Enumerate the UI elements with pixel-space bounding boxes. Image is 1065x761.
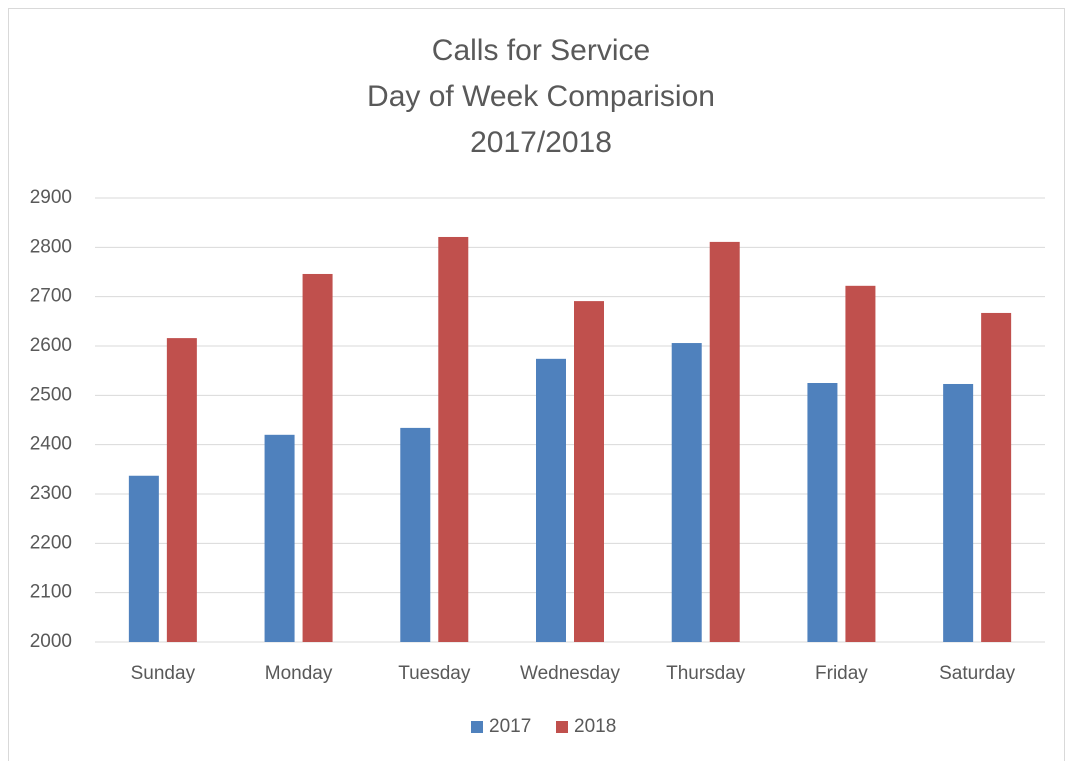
y-tick-label: 2800 bbox=[30, 236, 72, 257]
x-tick-label: Tuesday bbox=[398, 663, 471, 684]
bar bbox=[166, 338, 197, 642]
x-tick-label: Friday bbox=[815, 663, 868, 684]
y-tick-label: 2400 bbox=[30, 434, 72, 455]
bar bbox=[943, 383, 974, 642]
bar bbox=[264, 434, 295, 642]
y-tick-label: 2100 bbox=[30, 582, 72, 603]
x-tick-label: Wednesday bbox=[520, 663, 620, 684]
x-tick-label: Thursday bbox=[666, 663, 746, 684]
x-tick-label: Saturday bbox=[939, 663, 1016, 684]
bar bbox=[981, 312, 1012, 642]
bar bbox=[536, 358, 566, 642]
bar bbox=[128, 475, 159, 642]
chart-title: Day of Week Comparision bbox=[367, 80, 715, 113]
bar bbox=[400, 427, 431, 642]
bar bbox=[845, 285, 876, 642]
y-tick-label: 2700 bbox=[30, 286, 72, 307]
bar bbox=[574, 301, 604, 642]
legend-label: 2018 bbox=[574, 716, 616, 737]
legend-swatch bbox=[471, 721, 483, 733]
y-tick-label: 2300 bbox=[30, 483, 72, 504]
y-tick-label: 2200 bbox=[30, 532, 72, 553]
legend-label: 2017 bbox=[489, 716, 531, 737]
y-tick-label: 2000 bbox=[30, 631, 72, 652]
bar bbox=[709, 241, 740, 642]
x-tick-label: Monday bbox=[265, 663, 333, 684]
chart-title: Calls for Service bbox=[432, 34, 650, 67]
legend-swatch bbox=[556, 721, 568, 733]
chart-title: 2017/2018 bbox=[470, 126, 612, 159]
bar bbox=[807, 383, 838, 642]
bar bbox=[671, 343, 702, 642]
y-tick-label: 2900 bbox=[30, 187, 72, 208]
x-tick-label: Sunday bbox=[131, 663, 196, 684]
bar bbox=[302, 273, 333, 642]
y-tick-label: 2500 bbox=[30, 384, 72, 405]
bar bbox=[438, 236, 469, 642]
y-tick-label: 2600 bbox=[30, 335, 72, 356]
